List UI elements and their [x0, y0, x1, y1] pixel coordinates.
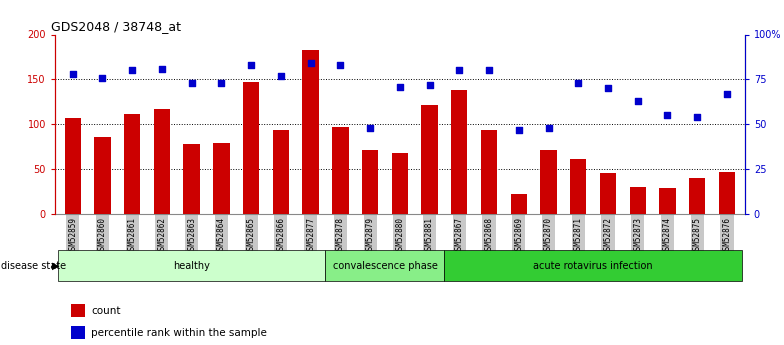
Point	[631, 98, 644, 104]
Bar	[719, 172, 735, 214]
Bar	[332, 127, 349, 214]
Bar	[303, 50, 319, 214]
Bar	[392, 153, 408, 214]
Point	[572, 80, 585, 86]
Text: percentile rank within the sample: percentile rank within the sample	[91, 328, 267, 338]
Point	[215, 80, 227, 86]
Bar	[540, 150, 557, 214]
Bar	[124, 114, 140, 214]
Point	[543, 125, 555, 130]
Text: convalescence phase: convalescence phase	[332, 261, 437, 270]
Point	[513, 127, 525, 132]
Text: acute rotavirus infection: acute rotavirus infection	[533, 261, 653, 270]
Bar	[659, 188, 676, 214]
Point	[394, 84, 406, 89]
Bar	[689, 178, 706, 214]
Bar	[421, 105, 437, 214]
Text: disease state: disease state	[1, 261, 66, 270]
Bar	[64, 118, 81, 214]
Point	[334, 62, 347, 68]
Point	[720, 91, 733, 97]
Point	[691, 114, 703, 120]
Point	[423, 82, 436, 88]
Point	[67, 71, 79, 77]
Text: healthy: healthy	[173, 261, 210, 270]
Bar	[510, 194, 527, 214]
Bar	[570, 159, 586, 214]
Text: count: count	[91, 306, 121, 315]
Point	[96, 75, 109, 80]
Bar	[451, 90, 467, 214]
Point	[483, 68, 495, 73]
Bar	[600, 172, 616, 214]
Bar	[213, 143, 230, 214]
Bar	[630, 187, 646, 214]
Bar	[273, 130, 289, 214]
Point	[453, 68, 466, 73]
Point	[126, 68, 139, 73]
Bar	[481, 130, 497, 214]
Text: GDS2048 / 38748_at: GDS2048 / 38748_at	[52, 20, 181, 33]
Bar	[362, 150, 378, 214]
Point	[185, 80, 198, 86]
Bar	[154, 109, 170, 214]
Point	[274, 73, 287, 79]
Point	[156, 66, 169, 71]
Bar	[243, 82, 260, 214]
Point	[364, 125, 376, 130]
Point	[602, 86, 615, 91]
Point	[245, 62, 257, 68]
Bar	[183, 144, 200, 214]
Point	[304, 60, 317, 66]
Point	[661, 112, 673, 118]
Bar	[94, 137, 111, 214]
Text: ▶: ▶	[52, 261, 60, 270]
